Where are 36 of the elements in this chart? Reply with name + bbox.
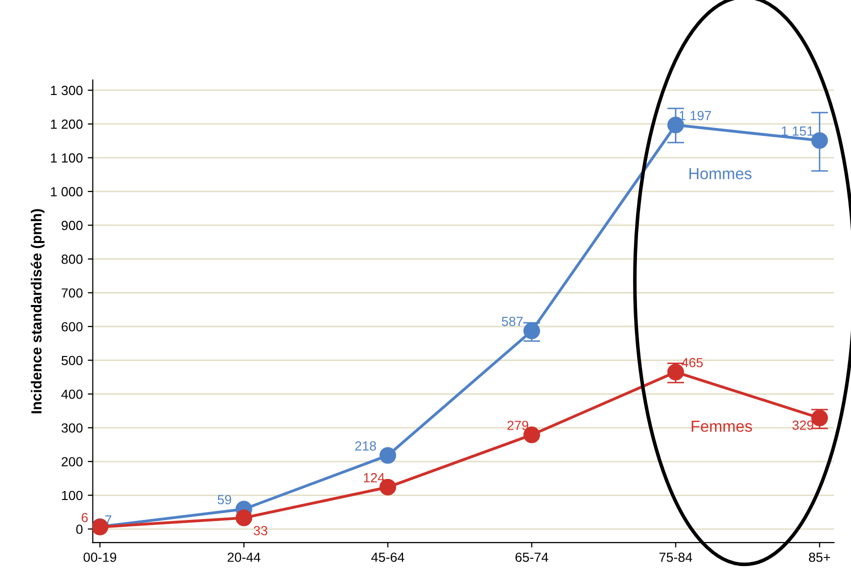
x-tick-label: 20-44 xyxy=(228,552,260,562)
data-label: 279 xyxy=(508,420,528,430)
y-axis-title: Incidence standardisée (pmh) xyxy=(30,209,44,414)
data-label: 587 xyxy=(502,316,523,326)
y-tick-label: 600 xyxy=(62,322,83,332)
data-label: 1 151 xyxy=(782,126,814,136)
data-label: 218 xyxy=(355,441,376,451)
data-label: 329 xyxy=(792,420,814,430)
y-tick-label: 100 xyxy=(62,490,83,500)
x-tick-label: 85+ xyxy=(808,552,830,562)
series-label: Femmes xyxy=(692,420,752,432)
data-label: 124 xyxy=(364,473,385,482)
y-tick-label: 1 100 xyxy=(51,153,83,163)
y-tick-label: 500 xyxy=(62,356,83,366)
data-label: 465 xyxy=(682,358,703,368)
y-tick-label: 800 xyxy=(62,254,83,264)
y-tick-label: 0 xyxy=(76,524,83,534)
y-tick-label: 1 000 xyxy=(51,187,83,196)
data-label: 7 xyxy=(105,515,112,525)
y-tick-label: 300 xyxy=(62,423,83,433)
y-tick-label: 200 xyxy=(62,457,83,466)
y-tick-label: 400 xyxy=(61,390,83,399)
x-tick-label: 65-74 xyxy=(516,552,548,562)
x-tick-label: 75-84 xyxy=(659,552,692,562)
point xyxy=(236,510,252,526)
y-tick-label: 1 300 xyxy=(51,86,83,96)
data-label: 59 xyxy=(218,494,232,504)
text: Hommes xyxy=(689,168,752,180)
x-tick-label: 00-19 xyxy=(84,552,116,562)
x-tick-label: 45-64 xyxy=(371,552,404,562)
y-tick-label: 900 xyxy=(62,220,83,230)
point xyxy=(379,447,396,464)
y-tick-label: 700 xyxy=(62,288,83,298)
data-label: 6 xyxy=(82,512,88,522)
data-label: 33 xyxy=(254,526,268,536)
y-tick-label: 1 200 xyxy=(51,120,83,129)
